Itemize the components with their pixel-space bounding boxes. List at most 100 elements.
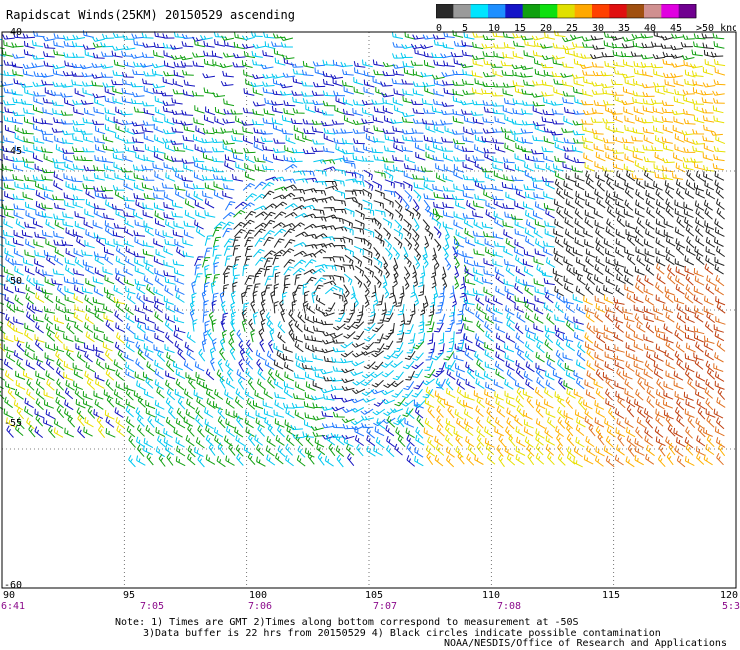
legend-label: 40 — [644, 23, 656, 34]
wind-barb — [352, 99, 365, 106]
wind-barb — [384, 134, 396, 142]
wind-barb — [442, 210, 454, 219]
wind-barb — [634, 226, 644, 238]
wind-barb — [363, 169, 373, 181]
wind-barb — [590, 53, 603, 60]
time-label-5: 5:3 — [722, 601, 740, 612]
wind-barb — [655, 248, 666, 258]
wind-barb — [135, 199, 145, 210]
wind-barb — [43, 250, 55, 258]
wind-barb — [42, 107, 54, 115]
wind-barb — [204, 273, 212, 285]
wind-barb — [565, 320, 575, 332]
wind-barb — [143, 133, 154, 143]
wind-barb — [182, 250, 194, 258]
wind-barb — [14, 265, 24, 276]
legend-label: >50 knots — [696, 23, 736, 34]
wind-barb — [716, 207, 725, 220]
wind-barb — [13, 203, 25, 211]
wind-barb — [280, 309, 285, 323]
wind-barb — [643, 334, 654, 343]
wind-barb — [703, 340, 714, 351]
wind-barb — [663, 229, 674, 239]
wind-barb — [356, 443, 364, 457]
wind-barb — [584, 332, 594, 344]
wind-barb — [363, 237, 372, 250]
wind-barb — [585, 389, 596, 400]
wind-barb — [259, 308, 265, 322]
wind-barb — [405, 427, 415, 439]
wind-barb — [313, 325, 325, 333]
wind-barb — [462, 190, 474, 199]
wind-barb — [282, 344, 293, 353]
wind-barb — [683, 147, 696, 153]
wind-barb — [264, 203, 278, 210]
wind-barb — [184, 341, 194, 353]
wind-barb — [43, 51, 55, 58]
wind-barb — [445, 387, 456, 399]
wind-barb — [491, 101, 504, 107]
wind-barb — [684, 324, 696, 333]
wind-barb — [615, 390, 625, 401]
wind-barb — [63, 371, 74, 381]
wind-barb — [11, 258, 24, 266]
wind-barb — [482, 100, 495, 106]
wind-barb — [284, 145, 295, 154]
wind-barb — [105, 114, 116, 124]
wind-barb — [123, 60, 135, 68]
wind-barb — [714, 256, 725, 266]
wind-barb — [715, 316, 726, 325]
wind-barb — [35, 283, 46, 294]
wind-barb — [472, 230, 485, 238]
wind-barb — [483, 106, 496, 114]
wind-barb — [553, 135, 565, 144]
wind-barb — [245, 367, 254, 380]
wind-barb — [694, 200, 705, 211]
wind-barb — [133, 210, 143, 220]
wind-barb — [130, 98, 143, 105]
wind-barb — [594, 311, 604, 323]
wind-barb — [353, 145, 365, 154]
wind-barb — [232, 281, 238, 294]
wind-barb — [238, 340, 246, 354]
wind-barb — [491, 91, 504, 97]
wind-barb — [213, 401, 223, 411]
wind-barb — [696, 435, 706, 447]
wind-barb — [73, 248, 84, 258]
wind-barb — [72, 52, 85, 58]
wind-barb — [383, 238, 392, 251]
wind-barb — [485, 246, 495, 257]
wind-barb — [457, 451, 465, 465]
wind-barb — [324, 286, 338, 295]
wind-barb — [71, 79, 83, 87]
wind-barb — [703, 124, 715, 133]
wind-barb — [223, 98, 235, 107]
wind-barb — [323, 225, 337, 231]
wind-barb — [73, 311, 83, 323]
wind-barb — [443, 164, 455, 173]
wind-barb — [330, 384, 343, 390]
wind-barb — [665, 247, 675, 258]
wind-barb — [203, 330, 209, 343]
wind-barb — [35, 322, 44, 334]
wind-barb — [272, 147, 286, 153]
wind-barb — [181, 158, 194, 164]
wind-barb — [11, 42, 24, 48]
wind-barb — [44, 399, 54, 409]
wind-barb — [485, 443, 495, 455]
wind-barb — [413, 399, 424, 409]
wind-barb — [685, 304, 696, 314]
wind-barb — [472, 116, 484, 125]
wind-barb — [512, 108, 524, 115]
wind-barb — [673, 370, 684, 381]
wind-barb — [225, 455, 235, 466]
wind-barb — [681, 130, 695, 136]
wind-barb — [465, 304, 475, 315]
wind-barb — [331, 406, 345, 412]
wind-barb — [172, 78, 184, 88]
wind-barb — [34, 231, 46, 239]
wind-barb — [422, 34, 436, 40]
wind-barb — [92, 93, 106, 99]
wind-barb — [183, 229, 194, 239]
wind-barb — [516, 311, 526, 323]
